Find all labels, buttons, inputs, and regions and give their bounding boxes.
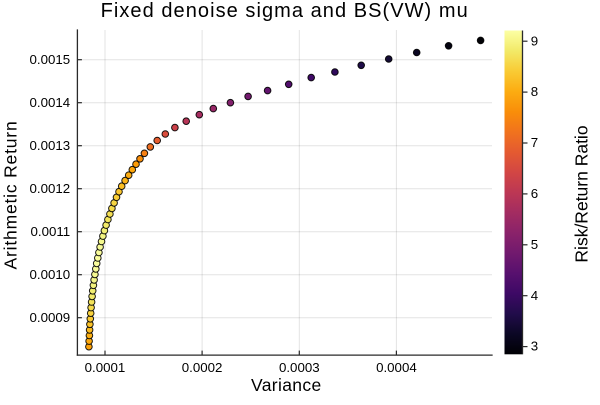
svg-text:7: 7	[531, 135, 538, 150]
svg-text:0.0013: 0.0013	[30, 138, 71, 153]
svg-text:0.0012: 0.0012	[30, 181, 71, 196]
svg-text:3: 3	[531, 339, 538, 354]
svg-text:9: 9	[531, 33, 538, 48]
svg-text:6: 6	[531, 186, 538, 201]
svg-text:0.0004: 0.0004	[376, 360, 417, 375]
svg-text:8: 8	[531, 84, 538, 99]
svg-text:5: 5	[531, 237, 538, 252]
svg-text:0.0001: 0.0001	[85, 360, 126, 375]
svg-text:4: 4	[531, 288, 538, 303]
svg-text:0.0003: 0.0003	[279, 360, 320, 375]
svg-text:0.0011: 0.0011	[31, 224, 71, 239]
svg-text:Risk/Return Ratio: Risk/Return Ratio	[571, 125, 591, 262]
svg-text:0.0014: 0.0014	[30, 95, 71, 110]
svg-text:Variance: Variance	[251, 375, 322, 395]
svg-text:0.0010: 0.0010	[30, 267, 71, 282]
svg-text:Fixed denoise sigma and BS(VW): Fixed denoise sigma and BS(VW) mu	[101, 0, 469, 22]
svg-text:0.0015: 0.0015	[30, 52, 71, 67]
svg-text:0.0009: 0.0009	[30, 310, 71, 325]
svg-text:0.0002: 0.0002	[182, 360, 223, 375]
svg-text:Arithmetic Return: Arithmetic Return	[1, 121, 21, 270]
